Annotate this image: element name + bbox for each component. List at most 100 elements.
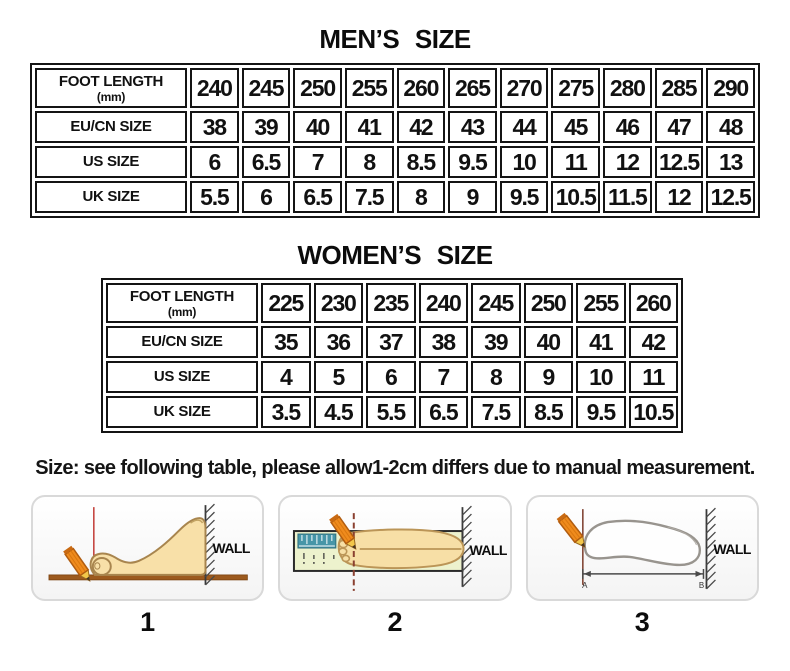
size-cell: 5.5 — [366, 396, 416, 428]
table-row: FOOT LENGTH (mm) 225 230 235 240 245 250 255 260 — [106, 283, 678, 323]
size-cell: 290 — [706, 68, 755, 108]
size-cell: 6 — [190, 146, 239, 178]
size-cell: 39 — [241, 111, 291, 143]
size-cell: 3.5 — [261, 396, 311, 428]
size-cell: 36 — [313, 326, 363, 358]
size-cell: 6.5 — [418, 396, 468, 428]
measurement-note: Size: see following table, please allow1… — [35, 457, 755, 479]
size-cell: 6.5 — [241, 146, 291, 178]
size-cell: 40 — [523, 326, 573, 358]
size-cell: 8 — [344, 146, 394, 178]
size-cell: 225 — [261, 283, 311, 323]
toe-bump — [341, 554, 351, 563]
size-cell: 8.5 — [523, 396, 573, 428]
diagram-step-1: WALL — [31, 495, 265, 601]
wall-label-2: WALL — [470, 542, 508, 558]
toe-nail-line — [94, 562, 101, 570]
table-row: UK SIZE 5.5 6 6.5 7.5 8 9 9.5 10.5 11.5 12 12.5 — [35, 181, 755, 213]
size-cell: 43 — [448, 111, 497, 143]
mens-size-title: MEN’S SIZE — [319, 24, 471, 54]
size-cell: 255 — [576, 283, 626, 323]
size-cell: 10.5 — [628, 396, 678, 428]
size-cell: 42 — [396, 111, 446, 143]
row-label: EU/CN SIZE — [35, 111, 187, 143]
table-row: US SIZE 4 5 6 7 8 9 10 11 — [106, 361, 678, 393]
size-cell: 12 — [654, 181, 704, 213]
size-cell: 7 — [418, 361, 468, 393]
size-cell: 46 — [603, 111, 652, 143]
ruler-dot — [313, 562, 316, 564]
size-cell: 9 — [523, 361, 573, 393]
mens-size-table: FOOT LENGTH (mm) 240 245 250 255 260 265 270 275 2… — [30, 63, 760, 218]
footprint-sketch-line — [667, 526, 697, 546]
table-row: US SIZE 6 6.5 7 8 8.5 9.5 10 11 12 12.5 13 — [35, 146, 755, 178]
step-number-1: 1 — [140, 607, 156, 637]
row-label: US SIZE — [106, 361, 258, 393]
size-cell: 9.5 — [448, 146, 497, 178]
diagram-step-2: WALL — [278, 495, 512, 601]
size-cell: 11 — [551, 146, 600, 178]
size-cell: 8.5 — [396, 146, 446, 178]
wall-label-1: WALL — [212, 540, 250, 556]
size-cell: 8 — [471, 361, 521, 393]
size-cell: 4.5 — [313, 396, 363, 428]
size-cell: 5 — [313, 361, 363, 393]
size-cell: 245 — [241, 68, 291, 108]
size-cell: 45 — [551, 111, 600, 143]
point-b-label: B — [698, 581, 703, 590]
size-cell: 240 — [418, 283, 468, 323]
size-cell: 12.5 — [706, 181, 755, 213]
size-cell: 10.5 — [551, 181, 600, 213]
row-label: UK SIZE — [35, 181, 187, 213]
footprint-outline-shape — [583, 519, 701, 567]
wall-label-3: WALL — [713, 541, 751, 557]
table-row: UK SIZE 3.5 4.5 5.5 6.5 7.5 8.5 9.5 10.5 — [106, 396, 678, 428]
size-cell: 260 — [396, 68, 446, 108]
size-cell: 6.5 — [293, 181, 342, 213]
size-cell: 255 — [344, 68, 394, 108]
size-cell: 7 — [293, 146, 342, 178]
mens-size-table-wrap: FOOT LENGTH (mm) 240 245 250 255 260 265 270 275 2… — [30, 63, 760, 218]
diagram-step-numbers: 1 2 3 — [31, 607, 759, 638]
size-cell: 6 — [241, 181, 291, 213]
size-cell: 48 — [706, 111, 755, 143]
size-cell: 250 — [293, 68, 342, 108]
size-cell: 7.5 — [344, 181, 394, 213]
size-cell: 5.5 — [190, 181, 239, 213]
size-cell: 235 — [366, 283, 416, 323]
size-cell: 39 — [471, 326, 521, 358]
row-label: UK SIZE — [106, 396, 258, 428]
ruler-dot — [323, 562, 326, 564]
size-cell: 12.5 — [654, 146, 704, 178]
size-cell: 10 — [576, 361, 626, 393]
step-number-3: 3 — [634, 607, 650, 637]
ruler-marks — [303, 552, 335, 559]
size-cell: 280 — [603, 68, 652, 108]
size-cell: 4 — [261, 361, 311, 393]
big-toe-shape — [91, 556, 112, 576]
size-cell: 9.5 — [499, 181, 549, 213]
size-cell: 11 — [628, 361, 678, 393]
footprint-measure-illustration: A B WALL — [555, 507, 752, 590]
size-cell: 44 — [499, 111, 549, 143]
table-row: EU/CN SIZE 38 39 40 41 42 43 44 45 46 47 48 — [35, 111, 755, 143]
row-label: FOOT LENGTH (mm) — [35, 68, 187, 108]
size-cell: 7.5 — [471, 396, 521, 428]
row-label: EU/CN SIZE — [106, 326, 258, 358]
size-cell: 47 — [654, 111, 704, 143]
size-cell: 285 — [654, 68, 704, 108]
size-cell: 41 — [344, 111, 394, 143]
size-cell: 260 — [628, 283, 678, 323]
arrowhead-left — [583, 570, 591, 577]
size-cell: 245 — [471, 283, 521, 323]
size-cell: 38 — [418, 326, 468, 358]
foot-side-view-illustration: WALL — [48, 503, 251, 586]
size-cell: 275 — [551, 68, 600, 108]
table-row: EU/CN SIZE 35 36 37 38 39 40 41 42 — [106, 326, 678, 358]
womens-size-title: WOMEN’S SIZE — [297, 240, 493, 270]
diagram-step-3: A B WALL — [525, 495, 759, 601]
size-cell: 8 — [396, 181, 446, 213]
size-cell: 11.5 — [603, 181, 652, 213]
size-cell: 9 — [448, 181, 497, 213]
foot-side-shape — [89, 517, 207, 576]
